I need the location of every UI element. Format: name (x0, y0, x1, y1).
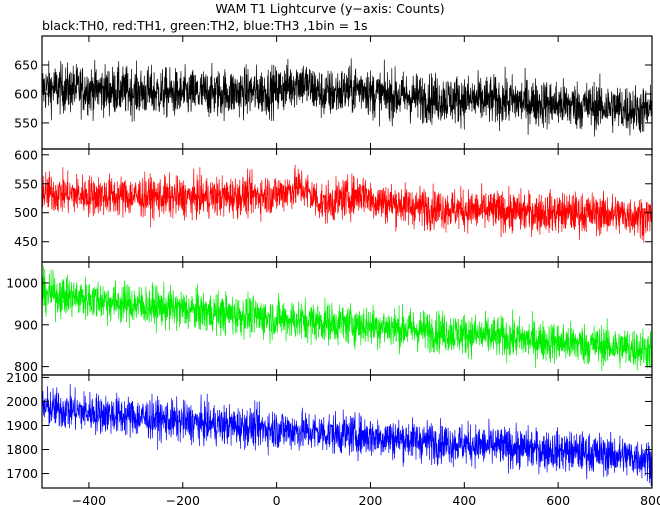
panel-frame-4 (41, 374, 653, 489)
chart-subtitle: black:TH0, red:TH1, green:TH2, blue:TH3 … (42, 18, 368, 33)
x-tick-label: 0 (273, 493, 281, 505)
chart-title: WAM T1 Lightcurve (y−axis: Counts) (215, 1, 445, 16)
y-tick-label: 2100 (6, 370, 38, 385)
y-tick-label: 1700 (6, 466, 38, 481)
y-tick-label: 450 (14, 234, 38, 249)
y-tick-label: 650 (14, 57, 38, 72)
y-tick-label: 2000 (6, 394, 38, 409)
y-tick-label: 550 (14, 176, 38, 191)
y-tick-label: 1000 (6, 275, 38, 290)
x-tick-label: −400 (72, 493, 106, 505)
series-line-th2 (41, 265, 653, 372)
x-tick-label: 800 (640, 493, 660, 505)
series-line-th0 (41, 58, 653, 137)
y-tick-label: 600 (14, 147, 38, 162)
y-tick-label: 550 (14, 115, 38, 130)
series-line-th3 (41, 383, 653, 487)
y-tick-label: 1900 (6, 418, 38, 433)
y-tick-label: 900 (14, 317, 38, 332)
x-tick-label: 400 (452, 493, 476, 505)
y-tick-label: 1800 (6, 442, 38, 457)
y-tick-label: 600 (14, 86, 38, 101)
y-tick-label: 500 (14, 205, 38, 220)
x-tick-label: −200 (166, 493, 200, 505)
y-tick-label: 800 (14, 359, 38, 374)
x-tick-label: 200 (359, 493, 383, 505)
series-line-th1 (41, 164, 653, 243)
x-tick-label: 600 (546, 493, 570, 505)
